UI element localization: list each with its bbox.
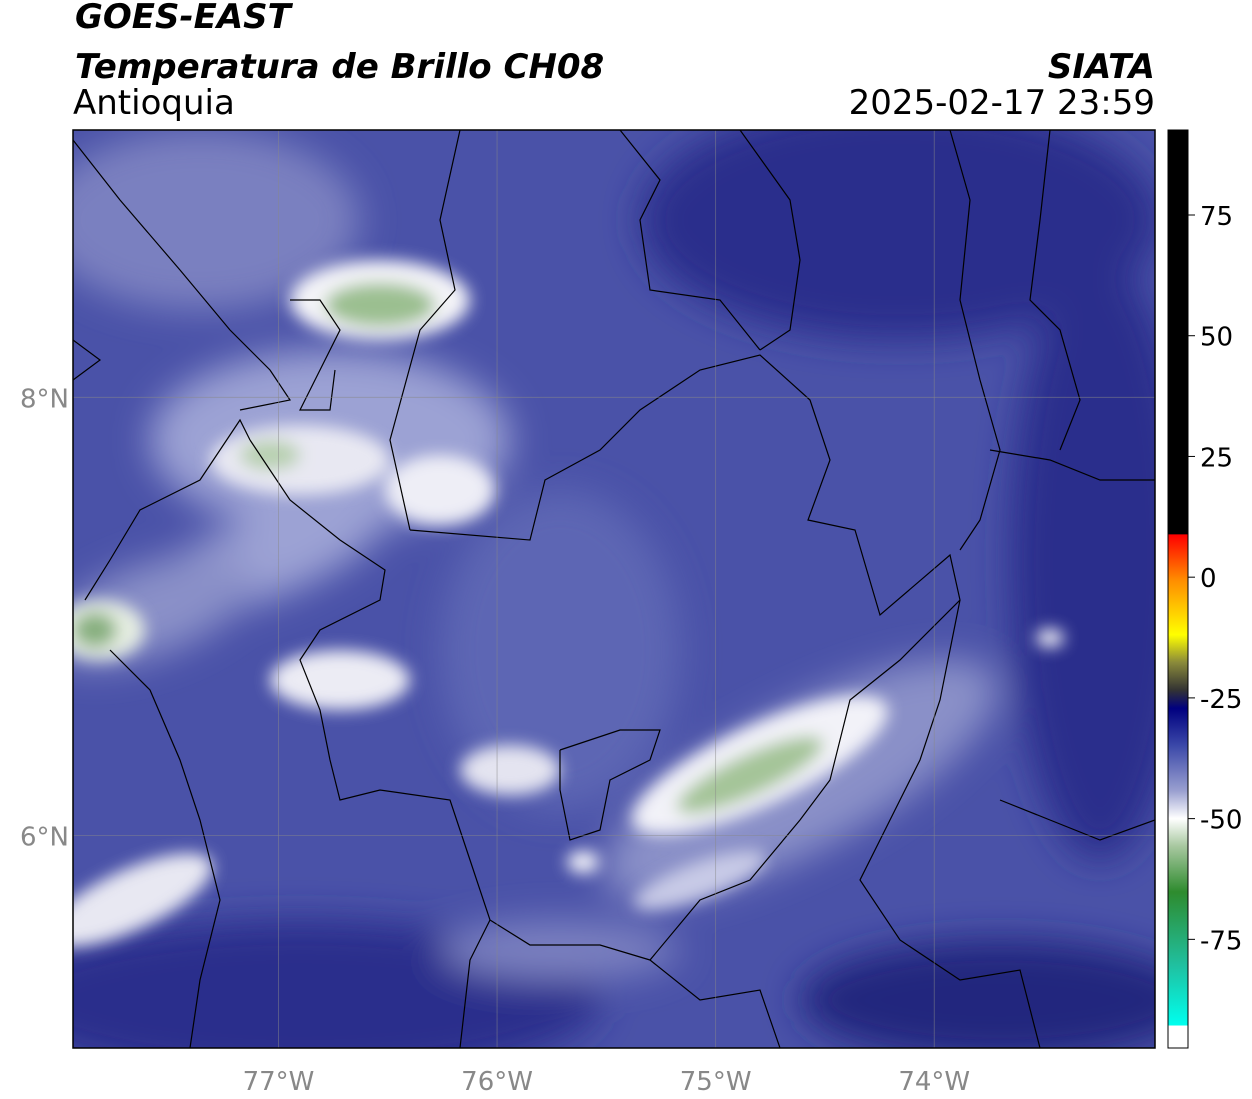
colorbar-tick-label: -25 <box>1200 685 1242 715</box>
source: SIATA <box>1048 47 1155 87</box>
colorbar-tick-label: 25 <box>1200 443 1233 473</box>
colorbar <box>1167 129 1189 1049</box>
subtitle: Temperatura de Brillo CH08 <box>75 47 604 87</box>
region: Antioquia <box>73 83 235 123</box>
title: GOES-EAST <box>75 0 294 37</box>
colorbar-tick-label: 0 <box>1200 564 1217 594</box>
colorbar-tick-label: 50 <box>1200 323 1233 353</box>
colorbar-tick-label: -50 <box>1200 806 1242 836</box>
colorbar-tick-label: 75 <box>1200 202 1233 232</box>
datetime: 2025-02-17 23:59 <box>849 83 1155 123</box>
lat-tick-label: 6°N <box>20 822 69 852</box>
lon-tick-label: 74°W <box>898 1067 970 1097</box>
lon-tick-label: 75°W <box>680 1067 752 1097</box>
lon-tick-label: 76°W <box>461 1067 533 1097</box>
lat-tick-label: 8°N <box>20 384 69 414</box>
map-image <box>73 130 1155 1048</box>
colorbar-tick-label: -75 <box>1200 926 1242 956</box>
lon-tick-label: 77°W <box>243 1067 315 1097</box>
graticule <box>73 130 1155 1048</box>
map-frame <box>72 129 1156 1049</box>
